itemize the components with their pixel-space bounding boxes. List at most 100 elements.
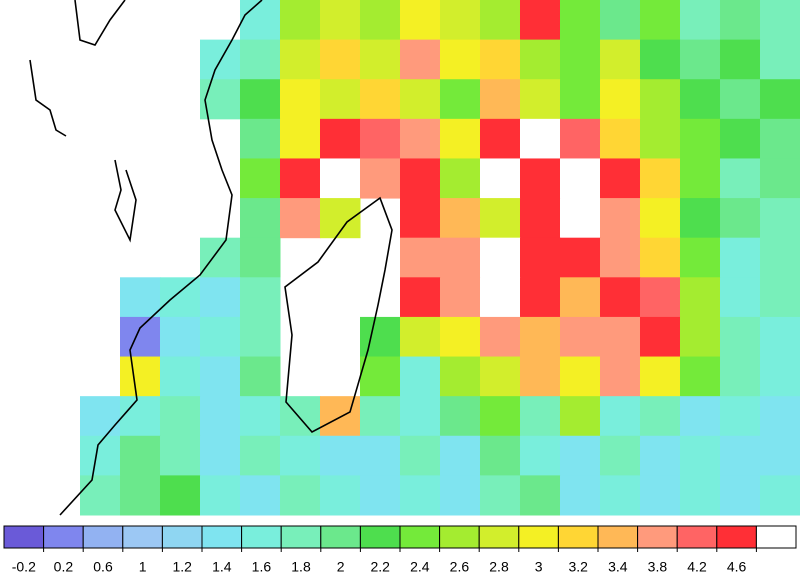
cell bbox=[560, 39, 601, 80]
cell bbox=[240, 277, 281, 318]
colorbar-swatch bbox=[518, 525, 559, 549]
cell bbox=[360, 475, 401, 516]
cell bbox=[400, 79, 441, 120]
cell bbox=[760, 396, 800, 437]
cell bbox=[360, 118, 401, 159]
cell bbox=[720, 316, 761, 358]
cell bbox=[440, 39, 481, 80]
cell bbox=[360, 39, 401, 80]
cell bbox=[240, 198, 281, 239]
cell bbox=[80, 396, 121, 437]
cell bbox=[600, 198, 641, 239]
cell bbox=[120, 316, 161, 358]
colorbar-swatch bbox=[676, 525, 718, 549]
cell bbox=[200, 396, 241, 437]
cell bbox=[560, 435, 601, 476]
cell bbox=[160, 277, 201, 318]
cell bbox=[200, 277, 241, 318]
cell bbox=[480, 118, 521, 159]
cell bbox=[560, 396, 601, 437]
cell bbox=[680, 237, 721, 278]
madagascar-coast bbox=[284, 196, 393, 434]
cell bbox=[520, 435, 561, 476]
cell bbox=[680, 435, 721, 476]
cell bbox=[680, 316, 721, 358]
cell bbox=[720, 356, 761, 397]
cell bbox=[720, 475, 761, 516]
cell bbox=[240, 118, 281, 159]
cell bbox=[760, 277, 800, 318]
colorbar-label: 4.2 bbox=[687, 559, 707, 575]
cell bbox=[640, 475, 681, 516]
cell bbox=[560, 475, 601, 516]
colorbar-label: 1.8 bbox=[291, 559, 311, 575]
cell bbox=[280, 198, 321, 239]
cell bbox=[480, 158, 521, 199]
cell bbox=[120, 435, 161, 476]
cell bbox=[600, 118, 641, 159]
cell bbox=[760, 435, 800, 476]
cell bbox=[320, 435, 361, 476]
colorbar-label: 3.2 bbox=[568, 559, 588, 575]
colorbar-label: 1.6 bbox=[252, 559, 272, 575]
cell bbox=[680, 277, 721, 318]
cell bbox=[440, 356, 481, 397]
cell bbox=[560, 118, 601, 159]
colorbar-label: 1 bbox=[139, 559, 147, 575]
cell bbox=[400, 158, 441, 199]
cell bbox=[600, 79, 641, 120]
cell bbox=[480, 237, 521, 278]
cell bbox=[760, 356, 800, 397]
colorbar-swatch bbox=[557, 525, 599, 549]
cell bbox=[760, 79, 800, 120]
cell bbox=[760, 198, 800, 239]
cell bbox=[640, 118, 681, 159]
cell bbox=[560, 237, 601, 278]
cell bbox=[400, 475, 441, 516]
cell bbox=[280, 118, 321, 159]
coastlines bbox=[29, 0, 393, 516]
cell bbox=[520, 277, 561, 318]
cell bbox=[640, 435, 681, 476]
cell bbox=[480, 396, 521, 437]
colorbar-swatch bbox=[637, 525, 678, 549]
colorbar-label: 3.4 bbox=[608, 559, 628, 575]
cell bbox=[200, 435, 241, 476]
colorbar-label: -0.2 bbox=[12, 559, 36, 575]
cell bbox=[280, 39, 321, 80]
cell bbox=[680, 79, 721, 120]
cell bbox=[720, 158, 761, 199]
cell bbox=[440, 475, 481, 516]
cell bbox=[360, 316, 401, 358]
cell bbox=[600, 435, 641, 476]
cell bbox=[680, 396, 721, 437]
colorbar-label: 2.4 bbox=[410, 559, 430, 575]
cell bbox=[680, 475, 721, 516]
colorbar-label: 2.2 bbox=[370, 559, 390, 575]
colorbar-label: 3 bbox=[535, 559, 543, 575]
colorbar-label: 2.6 bbox=[450, 559, 470, 575]
cell bbox=[480, 0, 521, 41]
cell bbox=[560, 198, 601, 239]
cell bbox=[440, 158, 481, 199]
cell bbox=[760, 118, 800, 159]
cell bbox=[440, 435, 481, 476]
cell bbox=[600, 39, 641, 80]
cell bbox=[680, 118, 721, 159]
cell bbox=[200, 475, 241, 516]
cell bbox=[400, 237, 441, 278]
cell bbox=[160, 435, 201, 476]
colorbar-label: 1.4 bbox=[212, 559, 232, 575]
colorbar-swatch bbox=[43, 525, 84, 549]
colorbar-label: 0.6 bbox=[93, 559, 113, 575]
cell bbox=[760, 39, 800, 80]
cell bbox=[560, 356, 601, 397]
cell bbox=[680, 39, 721, 80]
cell bbox=[280, 0, 321, 41]
cell bbox=[600, 158, 641, 199]
colorbar: -0.2 0.2 0.6 1 1.2 1.4 1.6 1.8 2 2.2 2.4 2.6 2.8 3 3.2… bbox=[3, 525, 797, 575]
cell bbox=[240, 316, 281, 358]
cell bbox=[480, 79, 521, 120]
cell bbox=[400, 118, 441, 159]
cell bbox=[560, 277, 601, 318]
